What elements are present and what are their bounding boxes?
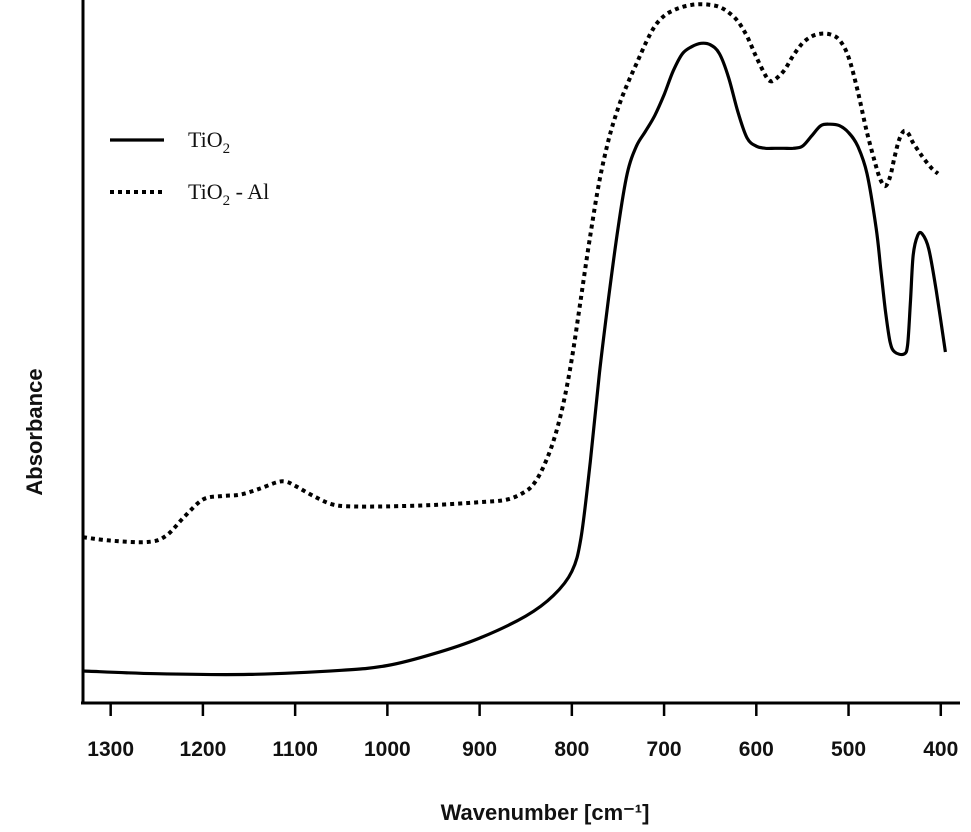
x-tick-label: 700 <box>647 738 682 761</box>
legend: TiO2 TiO2 - Al <box>110 127 269 209</box>
series-line-2 <box>82 2 940 545</box>
x-axis-title: Wavenumber [cm⁻¹] <box>441 800 650 825</box>
x-ticks: 1300 1200 1100 1000 900 800 700 600 500 400 <box>87 703 958 761</box>
x-tick-label: 900 <box>462 738 497 761</box>
legend-label-2: TiO2 - Al <box>188 179 269 209</box>
x-tick-label: 1300 <box>87 738 134 761</box>
x-tick-label: 800 <box>554 738 589 761</box>
x-tick-label: 600 <box>739 738 774 761</box>
x-tick-label: 400 <box>923 738 958 761</box>
x-tick-label: 1000 <box>364 738 411 761</box>
plot-lines <box>82 2 947 677</box>
series-line-1 <box>82 41 947 677</box>
x-tick-label: 1100 <box>272 738 318 761</box>
x-tick-label: 1200 <box>180 738 227 761</box>
legend-label-1: TiO2 <box>188 127 230 157</box>
x-tick-label: 500 <box>831 738 866 761</box>
y-axis-title: Absorbance <box>22 368 47 495</box>
